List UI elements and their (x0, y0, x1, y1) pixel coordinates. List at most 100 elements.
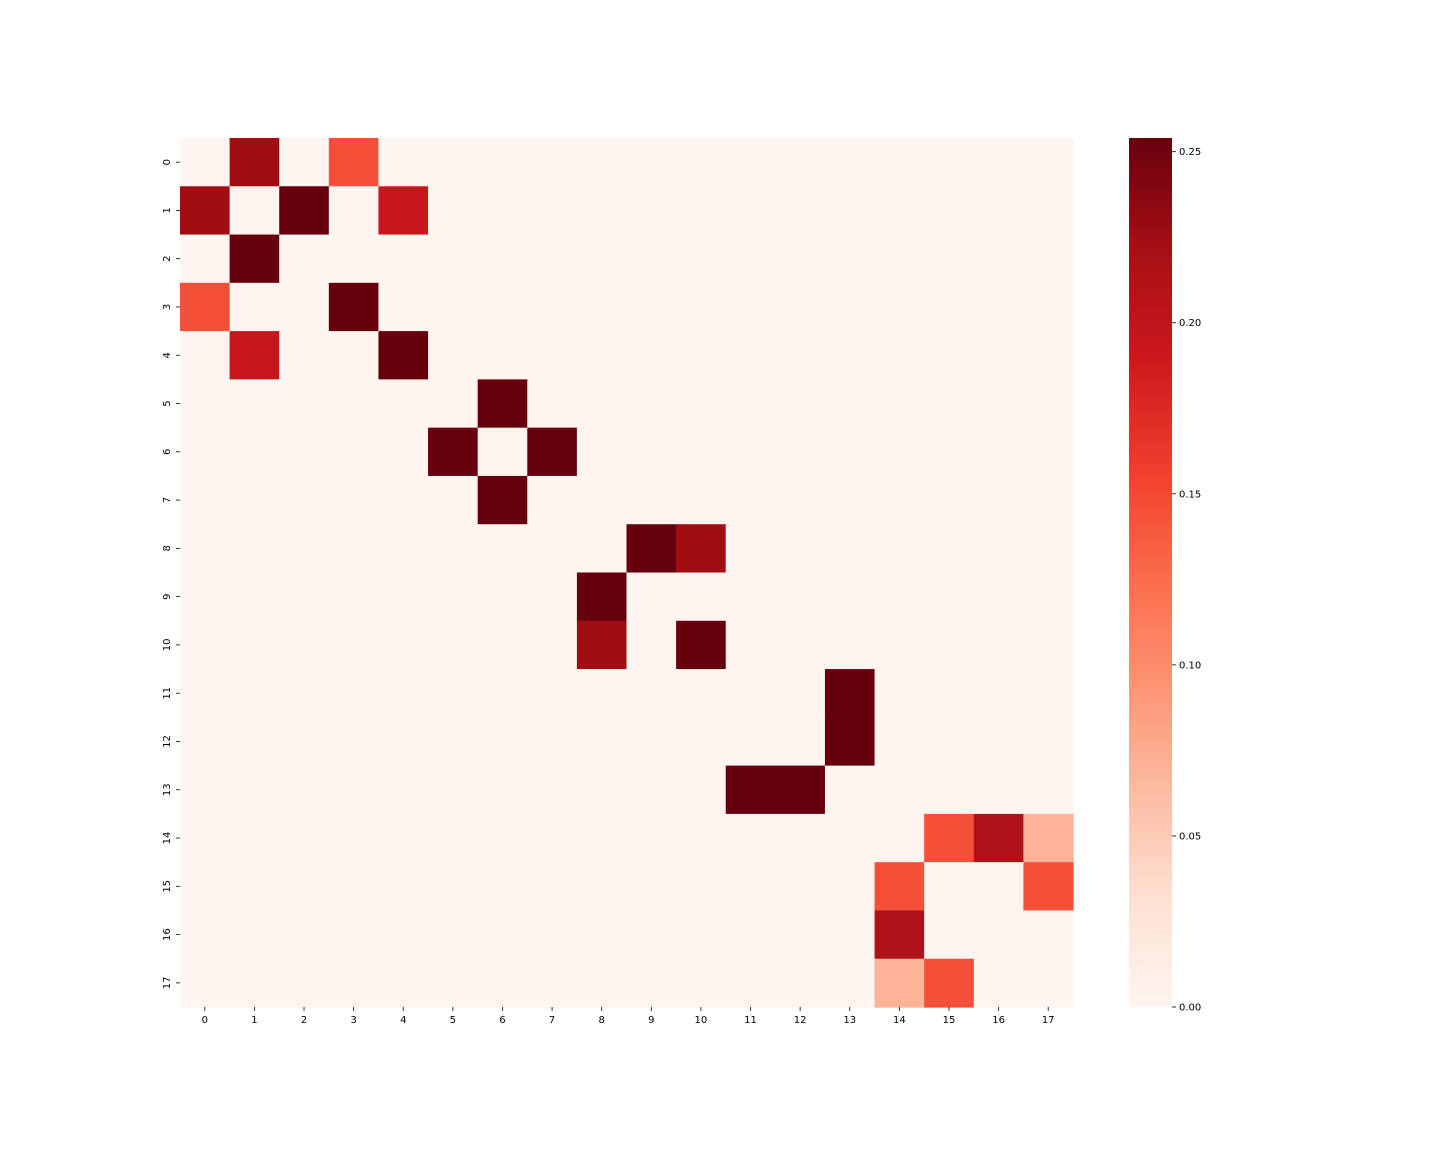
heatmap-cell (676, 282, 727, 332)
heatmap-cell (576, 813, 628, 863)
heatmap-cell (527, 186, 578, 236)
heatmap-cell (527, 524, 578, 574)
x-axis: 0 1 2 3 4 5 6 7 8 9 10 11 12 13 14 15 16 17 (202, 1007, 1055, 1026)
heatmap-cell (477, 572, 528, 622)
heatmap-cell (775, 765, 826, 815)
heatmap-cell (725, 620, 776, 670)
heatmap-cell (378, 862, 429, 912)
heatmap-cell (180, 427, 231, 477)
heatmap-cell (676, 475, 727, 525)
heatmap-cell (428, 379, 479, 429)
heatmap-cell (180, 717, 231, 767)
heatmap-cell (328, 572, 380, 622)
y-tick-label: 10 (162, 639, 173, 652)
heatmap-cell (378, 717, 429, 767)
colorbar-tick-label: 0.00 (1179, 1003, 1201, 1014)
heatmap-cell (824, 717, 876, 767)
heatmap-cell (824, 765, 876, 815)
heatmap-cell (626, 813, 677, 863)
heatmap-cell (1023, 765, 1074, 815)
heatmap-cell (775, 862, 826, 912)
heatmap-cell (576, 524, 628, 574)
heatmap-cell (378, 765, 429, 815)
heatmap-cell (1023, 813, 1074, 863)
x-tick-label: 3 (350, 1015, 356, 1026)
heatmap-cell (874, 717, 925, 767)
y-tick-label: 0 (162, 159, 173, 165)
y-tick-label: 3 (162, 304, 173, 310)
heatmap-cell (229, 862, 280, 912)
heatmap-cell (924, 379, 975, 429)
heatmap-cell (824, 282, 876, 332)
heatmap-cell (924, 813, 975, 863)
x-tick-label: 1 (251, 1015, 257, 1026)
heatmap-cell (1023, 234, 1074, 284)
heatmap-cell (328, 186, 380, 236)
y-tick-label: 5 (162, 400, 173, 406)
heatmap-cell (824, 910, 876, 960)
x-tick-label: 16 (992, 1015, 1005, 1026)
heatmap-cell (229, 427, 280, 477)
heatmap-cell (576, 572, 628, 622)
heatmap-cell (874, 427, 925, 477)
heatmap-cell (180, 862, 231, 912)
heatmap-cell (924, 717, 975, 767)
heatmap-cell (824, 331, 876, 380)
colorbar (1129, 138, 1172, 1007)
heatmap-cell (1023, 958, 1074, 1008)
x-tick-label: 13 (843, 1015, 856, 1026)
heatmap-cell (775, 379, 826, 429)
heatmap-cell (626, 138, 677, 187)
heatmap-cell (477, 862, 528, 912)
colorbar-tick-label: 0.15 (1179, 489, 1201, 500)
heatmap-cell (725, 379, 776, 429)
heatmap-cell (477, 958, 528, 1008)
heatmap-cell (378, 331, 429, 380)
y-tick-label: 17 (162, 976, 173, 989)
heatmap-cell (924, 427, 975, 477)
heatmap-cell (477, 813, 528, 863)
heatmap-cell (428, 331, 479, 380)
heatmap-cell (527, 138, 578, 187)
heatmap-cell (775, 138, 826, 187)
x-tick-label: 9 (648, 1015, 654, 1026)
heatmap-cell (328, 282, 380, 332)
heatmap-cell (725, 282, 776, 332)
heatmap-cell (775, 524, 826, 574)
heatmap-cell (973, 138, 1024, 187)
colorbar-tick-label: 0.20 (1179, 318, 1201, 329)
heatmap-cell (576, 331, 628, 380)
heatmap-cell (180, 524, 231, 574)
heatmap-cell (229, 379, 280, 429)
heatmap-cell (676, 813, 727, 863)
heatmap-cell (924, 475, 975, 525)
heatmap-cell (527, 717, 578, 767)
heatmap-cell (725, 427, 776, 477)
heatmap-cell (973, 475, 1024, 525)
heatmap-cell (1023, 379, 1074, 429)
heatmap-cell (279, 331, 330, 380)
heatmap-cell (328, 379, 380, 429)
heatmap-cell (428, 572, 479, 622)
heatmap-cell (328, 234, 380, 284)
heatmap-cell (229, 234, 280, 284)
heatmap-cell (180, 669, 231, 718)
heatmap-cell (477, 234, 528, 284)
y-tick-label: 6 (162, 449, 173, 455)
heatmap-cell (378, 524, 429, 574)
heatmap-cell (576, 717, 628, 767)
x-tick-label: 4 (400, 1015, 406, 1026)
heatmap-cell (180, 620, 231, 670)
heatmap-cell (924, 138, 975, 187)
x-tick-label: 5 (450, 1015, 456, 1026)
heatmap-cell (576, 427, 628, 477)
heatmap-cell (626, 862, 677, 912)
heatmap-cell (874, 282, 925, 332)
heatmap-cell (676, 765, 727, 815)
heatmap-cell (229, 475, 280, 525)
heatmap-cell (924, 234, 975, 284)
heatmap-cell (229, 572, 280, 622)
y-tick-label: 14 (162, 832, 173, 845)
heatmap-cell (1023, 862, 1074, 912)
heatmap-cell (676, 572, 727, 622)
